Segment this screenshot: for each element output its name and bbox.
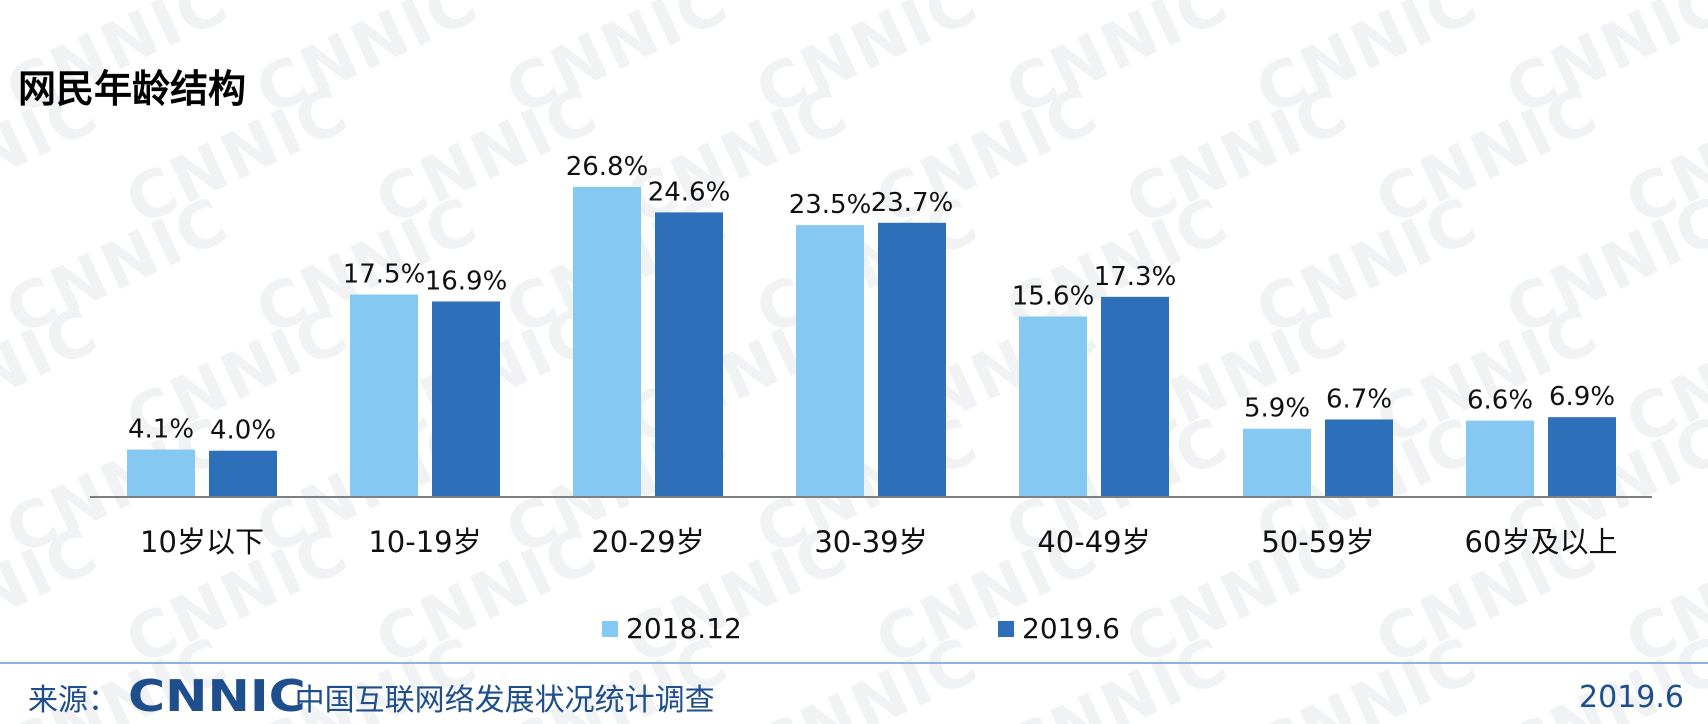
bar-2018-12-5	[1243, 428, 1311, 497]
data-label-2018-12-0: 4.1%	[128, 415, 194, 445]
bar-2018-12-2	[573, 186, 641, 497]
bar-2019-6-6	[1548, 417, 1616, 497]
source-label: 来源：	[28, 683, 118, 718]
cnnic-logo: CNNIC	[128, 671, 306, 722]
bar-2018-12-3	[796, 225, 864, 498]
data-label-2019-6-2: 24.6%	[648, 177, 731, 207]
legend-item-2019-6: 2019.6	[998, 612, 1120, 645]
x-tick-label-4: 40-49岁	[1037, 525, 1150, 559]
data-label-2018-12-3: 23.5%	[789, 190, 872, 220]
bar-2018-12-0	[127, 449, 195, 497]
legend-item-2018-12: 2018.12	[602, 612, 742, 645]
footer-date: 2019.6	[1579, 680, 1684, 715]
bar-2019-6-4	[1101, 296, 1169, 497]
data-label-2019-6-5: 6.7%	[1326, 384, 1392, 414]
bar-2018-12-6	[1466, 420, 1534, 497]
data-label-2018-12-1: 17.5%	[343, 260, 426, 290]
data-label-2019-6-4: 17.3%	[1094, 262, 1177, 292]
bar-2018-12-4	[1019, 316, 1087, 497]
data-label-2019-6-3: 23.7%	[871, 188, 954, 218]
x-tick-label-2: 20-29岁	[591, 525, 704, 559]
data-label-2018-12-2: 26.8%	[566, 152, 649, 182]
bar-chart: 4.1% 4.0% 10岁以下 17.5% 16.9% 10-19岁 26.8%24.6% 2…	[90, 152, 1652, 559]
data-label-2019-6-0: 4.0%	[210, 416, 276, 446]
x-tick-label-0: 10岁以下	[140, 525, 264, 559]
x-tick-label-6: 60岁及以上	[1465, 525, 1618, 559]
bar-2019-6-2	[655, 212, 723, 498]
chart-title: 网民年龄结构	[18, 67, 247, 111]
legend-label-2019-6: 2019.6	[1022, 612, 1120, 645]
bar-2019-6-5	[1325, 419, 1393, 497]
x-tick-label-3: 30-39岁	[814, 525, 927, 559]
legend-label-2018-12: 2018.12	[626, 612, 742, 645]
x-tick-label-5: 50-59岁	[1261, 525, 1374, 559]
data-label-2019-6-6: 6.9%	[1549, 382, 1615, 412]
bar-2019-6-3	[878, 222, 946, 497]
legend: 2018.12 2019.6	[0, 612, 1708, 652]
bar-2018-12-1	[350, 294, 418, 497]
data-label-2018-12-6: 6.6%	[1467, 386, 1533, 416]
legend-swatch-2019-6	[998, 620, 1014, 637]
bar-2019-6-1	[432, 301, 500, 497]
data-label-2019-6-1: 16.9%	[425, 266, 508, 296]
data-label-2018-12-4: 15.6%	[1012, 282, 1095, 312]
legend-swatch-2018-12	[602, 620, 618, 637]
footer-divider	[0, 662, 1708, 664]
footer-source: 来源： CNNIC 中国互联网络发展状况统计调查	[28, 674, 715, 720]
bar-2019-6-0	[209, 450, 277, 497]
survey-name: 中国互联网络发展状况统计调查	[294, 683, 715, 718]
data-label-2018-12-5: 5.9%	[1244, 394, 1310, 424]
x-tick-label-1: 10-19岁	[368, 525, 481, 559]
